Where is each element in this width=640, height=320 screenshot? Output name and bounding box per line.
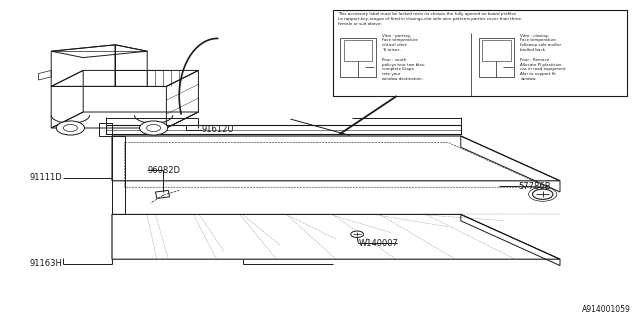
Circle shape [56,121,84,135]
Text: 91612U: 91612U [202,125,234,134]
Text: Vitre : portray,
Face temperature
critical vibre
To arises.: Vitre : portray, Face temperature critic… [382,34,418,52]
Text: 96082D: 96082D [147,166,180,175]
Text: A914001059: A914001059 [582,305,630,314]
Text: 91163H: 91163H [30,260,63,268]
Text: This accessory label must be locked rests its chassis the fully opened on board : This accessory label must be locked rest… [338,12,521,26]
Text: 57786B: 57786B [518,182,551,191]
Circle shape [532,189,553,199]
Text: 91111D: 91111D [30,173,63,182]
Text: Pour : south
policys tour two bleu
complete Etape
rete your
window destination.: Pour : south policys tour two bleu compl… [382,58,424,81]
Circle shape [351,231,364,237]
Text: W140007: W140007 [358,239,398,248]
Text: Pour : Remove
Allocate Pl plasticize
cas in road equipment
Afar to support fit
w: Pour : Remove Allocate Pl plasticize cas… [520,58,566,81]
Circle shape [140,121,168,135]
Text: Vitre : closing,
Face temperature
followup sale and/or
brolled back.: Vitre : closing, Face temperature follow… [520,34,561,52]
